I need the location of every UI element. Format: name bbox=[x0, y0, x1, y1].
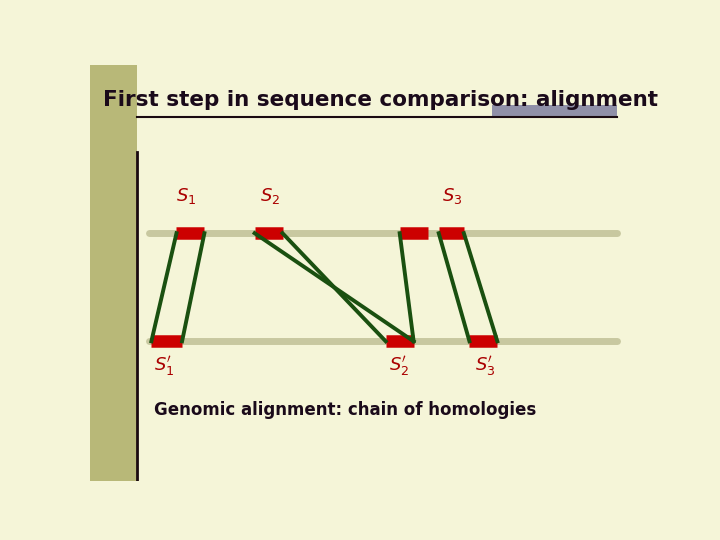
FancyBboxPatch shape bbox=[492, 105, 617, 117]
FancyBboxPatch shape bbox=[90, 65, 138, 481]
Text: $S_3$: $S_3$ bbox=[441, 186, 462, 206]
Text: First step in sequence comparison: alignment: First step in sequence comparison: align… bbox=[103, 90, 657, 110]
Text: Genomic alignment: chain of homologies: Genomic alignment: chain of homologies bbox=[154, 401, 536, 419]
Text: $S_2$: $S_2$ bbox=[260, 186, 280, 206]
Text: $S_1'$: $S_1'$ bbox=[154, 354, 174, 378]
Text: $S_1$: $S_1$ bbox=[176, 186, 197, 206]
Text: $S_2'$: $S_2'$ bbox=[389, 354, 409, 378]
Text: $S_3'$: $S_3'$ bbox=[475, 354, 495, 378]
